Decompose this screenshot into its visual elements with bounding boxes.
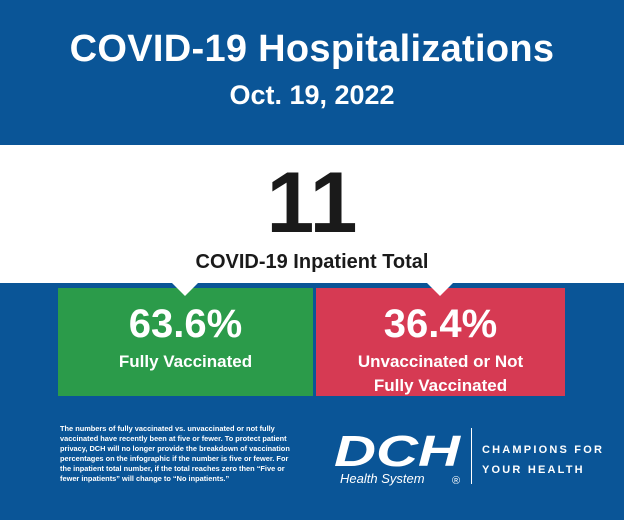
unvaccinated-box: 36.4% Unvaccinated or Not Fully Vaccinat… bbox=[316, 288, 565, 396]
registered-mark: ® bbox=[452, 475, 460, 487]
tagline: CHAMPIONS FOR YOUR HEALTH bbox=[482, 440, 612, 480]
dch-logo-mark: DCH bbox=[334, 427, 462, 476]
logo-divider bbox=[471, 428, 472, 484]
vaccinated-label: Fully Vaccinated bbox=[118, 352, 253, 371]
unvaccinated-label-line2: Fully Vaccinated bbox=[373, 376, 508, 395]
dch-logo: DCH Health System ® bbox=[334, 427, 462, 487]
dch-logo-subtitle: Health System bbox=[340, 471, 425, 486]
vaccinated-percent: 63.6% bbox=[128, 302, 243, 346]
vaccinated-pointer bbox=[171, 282, 199, 296]
page-title: COVID-19 Hospitalizations bbox=[69, 28, 555, 70]
inpatient-total-label: COVID-19 Inpatient Total bbox=[195, 251, 429, 273]
vaccinated-box: 63.6% Fully Vaccinated bbox=[58, 288, 313, 396]
tagline-line1: CHAMPIONS FOR bbox=[482, 444, 605, 456]
unvaccinated-label-line1: Unvaccinated or Not bbox=[357, 352, 524, 371]
unvaccinated-percent: 36.4% bbox=[383, 302, 498, 346]
report-date: Oct. 19, 2022 bbox=[229, 80, 395, 110]
unvaccinated-pointer bbox=[426, 282, 454, 296]
tagline-line2: YOUR HEALTH bbox=[482, 464, 585, 476]
privacy-footnote: The numbers of fully vaccinated vs. unva… bbox=[60, 424, 290, 483]
inpatient-total-value: 11 bbox=[266, 155, 358, 251]
total-band bbox=[0, 145, 624, 283]
